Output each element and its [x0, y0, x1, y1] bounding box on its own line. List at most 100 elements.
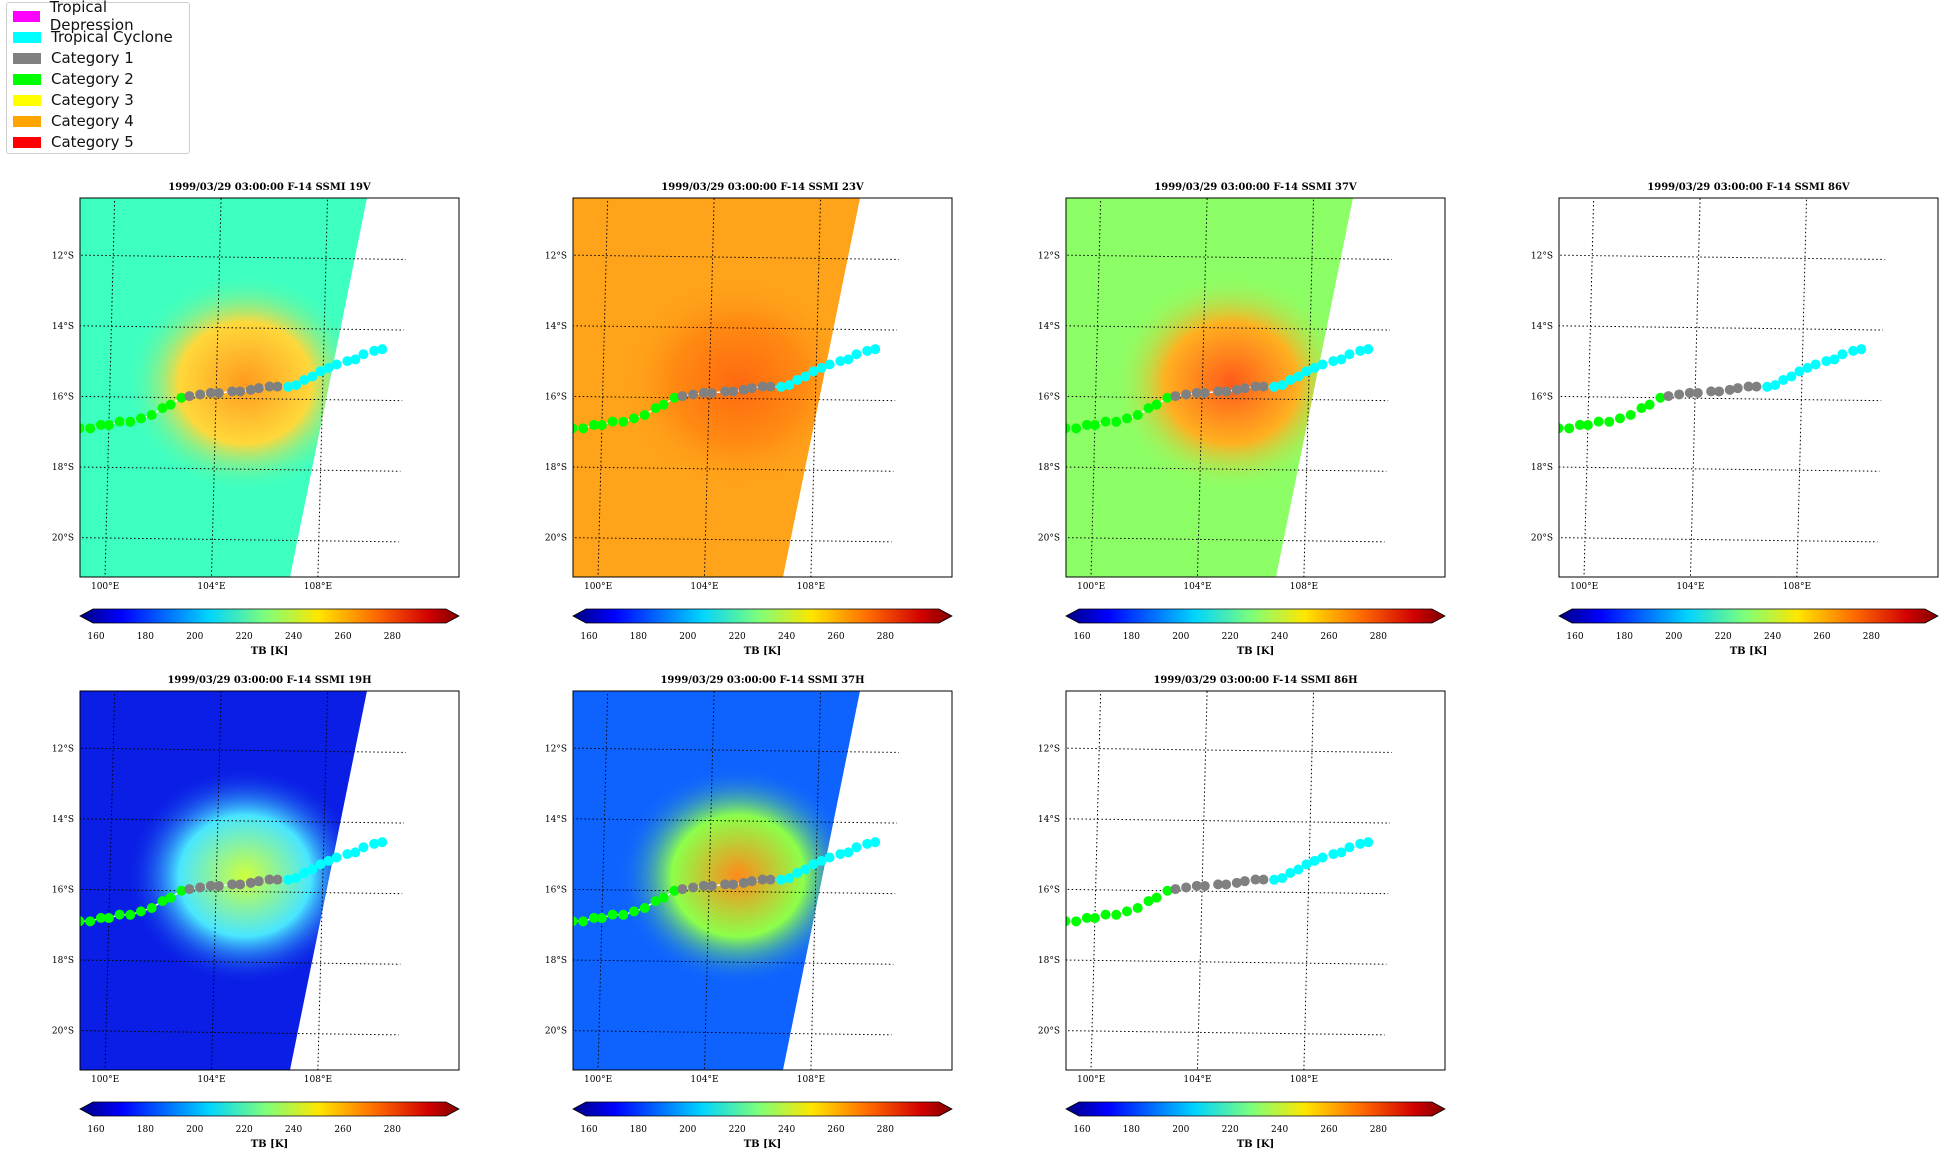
track-point	[1191, 880, 1202, 891]
graticule	[1559, 198, 1885, 577]
track-point	[1213, 879, 1224, 890]
track-point	[307, 864, 318, 875]
legend-label: Category 3	[51, 91, 134, 109]
track-point	[205, 880, 216, 891]
track-point	[698, 880, 709, 891]
track-point	[146, 410, 157, 421]
colorbar-tick-label: 220	[236, 1125, 253, 1135]
lat-tick-label: 16°S	[1038, 392, 1060, 402]
map-plot	[80, 691, 406, 1070]
lon-tick-label: 100°E	[1077, 1075, 1105, 1085]
colorbar: 160 180 200 220 240 260 280 TB [K]	[1065, 608, 1446, 657]
track-point	[1081, 419, 1092, 430]
colorbar-tick-label: 280	[1370, 1125, 1387, 1135]
track-point	[746, 876, 757, 887]
colorbar-label: TB [K]	[744, 1139, 782, 1150]
track-point	[1100, 909, 1111, 920]
legend-item-category-2: Category 2	[13, 69, 134, 89]
track-point	[358, 842, 369, 853]
track-point	[331, 359, 342, 370]
track-point	[1363, 837, 1374, 848]
colorbar: 160 180 200 220 240 260 280 TB [K]	[572, 608, 953, 657]
track-point	[618, 416, 629, 427]
track-point	[350, 354, 361, 365]
track-point	[824, 359, 835, 370]
track-point	[1309, 855, 1320, 866]
track-point	[1111, 909, 1122, 920]
track-point	[1066, 916, 1071, 927]
track-point	[658, 892, 669, 903]
track-point	[1121, 413, 1132, 424]
track-point	[1770, 380, 1781, 391]
legend-item-category-3: Category 3	[13, 90, 134, 110]
colorbar-tick-label: 240	[778, 632, 795, 642]
colorbar-tick-label: 180	[137, 632, 154, 642]
colorbar: 160 180 200 220 240 260 280 TB [K]	[572, 1101, 953, 1150]
colorbar-tick-label: 180	[1616, 632, 1633, 642]
satellite-panel: 1999/03/29 03:00:00 F-14 SSMI 19H 12°S 14°…	[20, 669, 520, 1169]
cyclone-track	[1559, 344, 1867, 434]
lat-tick-label: 16°S	[545, 885, 567, 895]
storm-core	[1111, 273, 1351, 493]
track-point	[639, 410, 650, 421]
colorbar-tick-label: 220	[729, 1125, 746, 1135]
panel-title: 1999/03/29 03:00:00 F-14 SSMI 19V	[168, 182, 371, 193]
track-point	[720, 879, 731, 890]
track-point	[808, 859, 819, 870]
track-point	[1285, 374, 1296, 385]
track-point	[607, 909, 618, 920]
track-point	[1071, 423, 1082, 434]
track-point	[135, 906, 146, 917]
track-point	[114, 416, 125, 427]
track-point	[283, 874, 294, 885]
colorbar-tick-label: 200	[186, 632, 203, 642]
track-point	[669, 392, 680, 403]
track-point	[1293, 371, 1304, 382]
track-point	[157, 403, 168, 414]
track-point	[578, 423, 589, 434]
track-point	[757, 874, 768, 885]
track-point	[1285, 867, 1296, 878]
track-point	[95, 419, 106, 430]
track-point	[765, 874, 776, 885]
track-point	[1724, 384, 1735, 395]
lat-tick-label: 18°S	[52, 463, 74, 473]
track-point	[639, 903, 650, 914]
track-point	[1100, 416, 1111, 427]
satellite-panel: 1999/03/29 03:00:00 F-14 SSMI 86V 12°S 14°…	[1499, 176, 1946, 676]
track-point	[213, 387, 224, 398]
map-frame	[1065, 197, 1446, 578]
track-point	[1559, 423, 1564, 434]
colorbar-tick-label: 280	[1863, 632, 1880, 642]
legend-item-category-1: Category 1	[13, 48, 134, 68]
map-plot	[1559, 198, 1885, 577]
track-point	[1151, 892, 1162, 903]
lon-tick-label: 100°E	[1570, 582, 1598, 592]
cyclone-track	[573, 837, 881, 927]
lat-tick-label: 16°S	[1531, 392, 1553, 402]
legend-item-category-5: Category 5	[13, 132, 134, 152]
track-point	[688, 882, 699, 893]
track-point	[165, 399, 176, 410]
track-point	[272, 381, 283, 392]
track-point	[1277, 380, 1288, 391]
track-point	[596, 913, 607, 924]
track-point	[1344, 349, 1355, 360]
colorbar-tick-label: 220	[236, 632, 253, 642]
track-point	[80, 916, 85, 927]
track-point	[738, 384, 749, 395]
track-point	[184, 391, 195, 402]
track-point	[377, 344, 388, 355]
track-point	[323, 855, 334, 866]
track-point	[588, 419, 599, 430]
track-point	[1564, 423, 1575, 434]
lat-tick-label: 20°S	[52, 1027, 74, 1037]
track-point	[291, 873, 302, 884]
track-point	[1732, 383, 1743, 394]
lat-tick-label: 18°S	[545, 956, 567, 966]
track-point	[227, 879, 238, 890]
map-frame	[79, 197, 460, 578]
track-point	[103, 420, 114, 431]
lat-tick-label: 18°S	[52, 956, 74, 966]
track-point	[1239, 383, 1250, 394]
